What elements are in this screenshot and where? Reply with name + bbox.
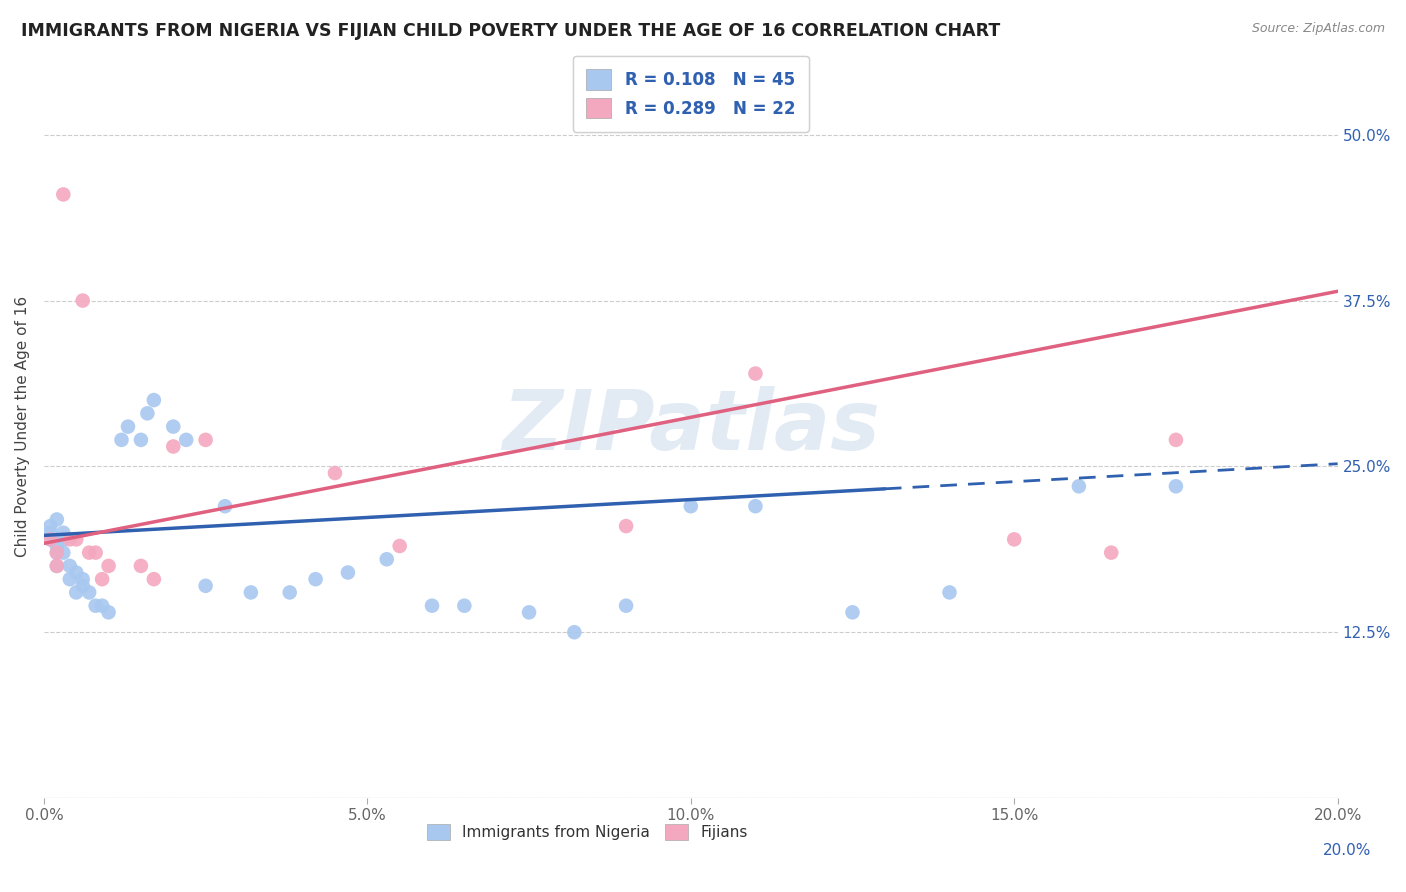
Point	[162, 419, 184, 434]
Point	[194, 579, 217, 593]
Point	[72, 293, 94, 308]
Point	[142, 572, 165, 586]
Point	[129, 558, 152, 573]
Point	[1164, 479, 1187, 493]
Point	[1099, 546, 1122, 560]
Point	[52, 533, 75, 547]
Y-axis label: Child Poverty Under the Age of 16: Child Poverty Under the Age of 16	[15, 296, 30, 558]
Point	[1164, 433, 1187, 447]
Point	[39, 533, 62, 547]
Point	[59, 572, 82, 586]
Point	[174, 433, 197, 447]
Text: IMMIGRANTS FROM NIGERIA VS FIJIAN CHILD POVERTY UNDER THE AGE OF 16 CORRELATION : IMMIGRANTS FROM NIGERIA VS FIJIAN CHILD …	[21, 22, 1000, 40]
Point	[614, 599, 637, 613]
Point	[214, 499, 236, 513]
Point	[59, 558, 82, 573]
Point	[679, 499, 702, 513]
Point	[239, 585, 262, 599]
Point	[45, 558, 67, 573]
Point	[323, 466, 346, 480]
Point	[194, 433, 217, 447]
Point	[77, 546, 100, 560]
Point	[110, 433, 132, 447]
Point	[45, 512, 67, 526]
Point	[1067, 479, 1090, 493]
Point	[39, 519, 62, 533]
Point	[97, 605, 120, 619]
Point	[72, 579, 94, 593]
Point	[45, 558, 67, 573]
Point	[453, 599, 475, 613]
Point	[278, 585, 301, 599]
Point	[52, 546, 75, 560]
Point	[45, 546, 67, 560]
Point	[744, 367, 766, 381]
Point	[562, 625, 585, 640]
Point	[65, 566, 87, 580]
Point	[52, 187, 75, 202]
Point	[1002, 533, 1025, 547]
Point	[65, 585, 87, 599]
Point	[938, 585, 960, 599]
Point	[45, 546, 67, 560]
Legend: R = 0.108   N = 45, R = 0.289   N = 22: R = 0.108 N = 45, R = 0.289 N = 22	[574, 56, 808, 132]
Point	[117, 419, 139, 434]
Point	[65, 533, 87, 547]
Point	[39, 525, 62, 540]
Point	[72, 572, 94, 586]
Point	[45, 539, 67, 553]
Point	[77, 585, 100, 599]
Point	[97, 558, 120, 573]
Point	[91, 572, 114, 586]
Point	[136, 406, 159, 420]
Point	[304, 572, 326, 586]
Text: ZIPatlas: ZIPatlas	[502, 386, 880, 467]
Point	[517, 605, 540, 619]
Point	[59, 533, 82, 547]
Point	[375, 552, 398, 566]
Text: 20.0%: 20.0%	[1323, 843, 1371, 858]
Point	[129, 433, 152, 447]
Point	[841, 605, 863, 619]
Point	[52, 525, 75, 540]
Point	[614, 519, 637, 533]
Point	[162, 440, 184, 454]
Text: Source: ZipAtlas.com: Source: ZipAtlas.com	[1251, 22, 1385, 36]
Point	[84, 546, 107, 560]
Point	[388, 539, 411, 553]
Point	[744, 499, 766, 513]
Point	[420, 599, 443, 613]
Point	[91, 599, 114, 613]
Point	[142, 393, 165, 408]
Point	[39, 533, 62, 547]
Point	[336, 566, 359, 580]
Point	[84, 599, 107, 613]
